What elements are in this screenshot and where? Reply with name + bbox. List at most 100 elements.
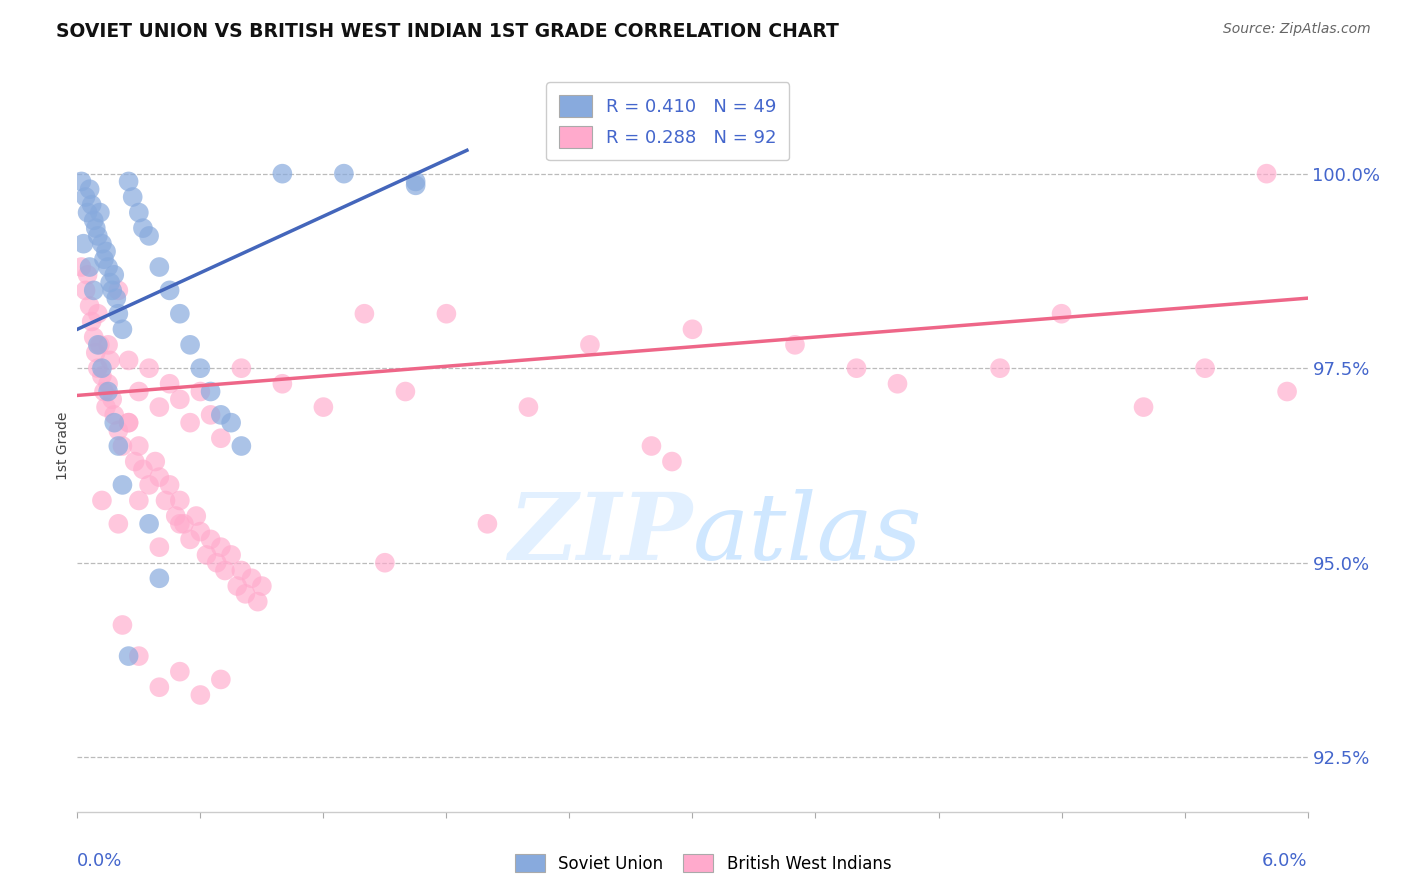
Point [159,376,181,391]
Point [117,416,139,430]
Point [988,361,1011,376]
Point [80,314,103,328]
Point [226,579,249,593]
Point [128,439,150,453]
Point [205,556,228,570]
Point [148,540,170,554]
Point [111,439,134,453]
Point [79,260,101,274]
Point [121,190,143,204]
Point [103,268,125,282]
Point [87,338,110,352]
Point [179,416,201,430]
Point [94,244,117,259]
Point [148,470,170,484]
Point [231,439,253,453]
Point [214,564,236,578]
Point [209,673,232,687]
Point [173,516,195,531]
Point [105,291,128,305]
Point [90,368,114,383]
Point [179,533,201,547]
Point [80,198,103,212]
Point [219,548,242,562]
Point [640,439,662,453]
Point [148,571,170,585]
Point [93,384,115,399]
Point [138,478,160,492]
Point [93,252,115,267]
Point [107,307,129,321]
Point [169,307,191,321]
Point [117,353,139,368]
Point [107,424,129,438]
Point [155,493,177,508]
Point [235,587,257,601]
Point [186,509,208,524]
Point [312,400,335,414]
Point [219,416,242,430]
Y-axis label: 1st Grade: 1st Grade [56,412,70,480]
Point [246,594,269,608]
Point [405,178,427,193]
Point [128,649,150,664]
Point [138,361,160,376]
Point [240,571,263,585]
Point [159,284,181,298]
Point [132,462,155,476]
Point [101,392,124,407]
Point [89,338,111,352]
Point [117,649,139,664]
Point [111,478,134,492]
Legend: R = 0.410   N = 49, R = 0.288   N = 92: R = 0.410 N = 49, R = 0.288 N = 92 [547,82,789,161]
Point [76,268,98,282]
Point [83,330,105,344]
Point [148,400,170,414]
Point [783,338,806,352]
Point [70,260,93,274]
Point [517,400,540,414]
Point [84,221,107,235]
Point [107,516,129,531]
Point [271,376,294,391]
Point [436,307,458,321]
Point [76,205,98,219]
Point [79,182,101,196]
Point [148,260,170,274]
Point [165,509,187,524]
Point [682,322,704,336]
Point [107,284,129,298]
Point [75,284,97,298]
Point [271,167,294,181]
Point [124,454,146,468]
Point [89,205,111,219]
Point [87,361,110,376]
Text: 0.0%: 0.0% [77,852,122,870]
Text: ZIP: ZIP [508,489,693,579]
Text: Source: ZipAtlas.com: Source: ZipAtlas.com [1223,22,1371,37]
Point [148,680,170,694]
Point [83,213,105,227]
Point [231,361,253,376]
Point [132,221,155,235]
Point [70,174,93,188]
Point [117,174,139,188]
Point [374,556,396,570]
Point [75,190,97,204]
Point [1132,400,1154,414]
Point [169,516,191,531]
Legend: Soviet Union, British West Indians: Soviet Union, British West Indians [508,847,898,880]
Point [83,284,105,298]
Text: atlas: atlas [693,489,922,579]
Point [188,361,212,376]
Point [188,688,212,702]
Point [128,493,150,508]
Text: SOVIET UNION VS BRITISH WEST INDIAN 1ST GRADE CORRELATION CHART: SOVIET UNION VS BRITISH WEST INDIAN 1ST … [56,22,839,41]
Point [107,439,129,453]
Point [477,516,499,531]
Point [209,431,232,445]
Point [353,307,375,321]
Point [97,338,120,352]
Point [103,408,125,422]
Point [1275,384,1298,399]
